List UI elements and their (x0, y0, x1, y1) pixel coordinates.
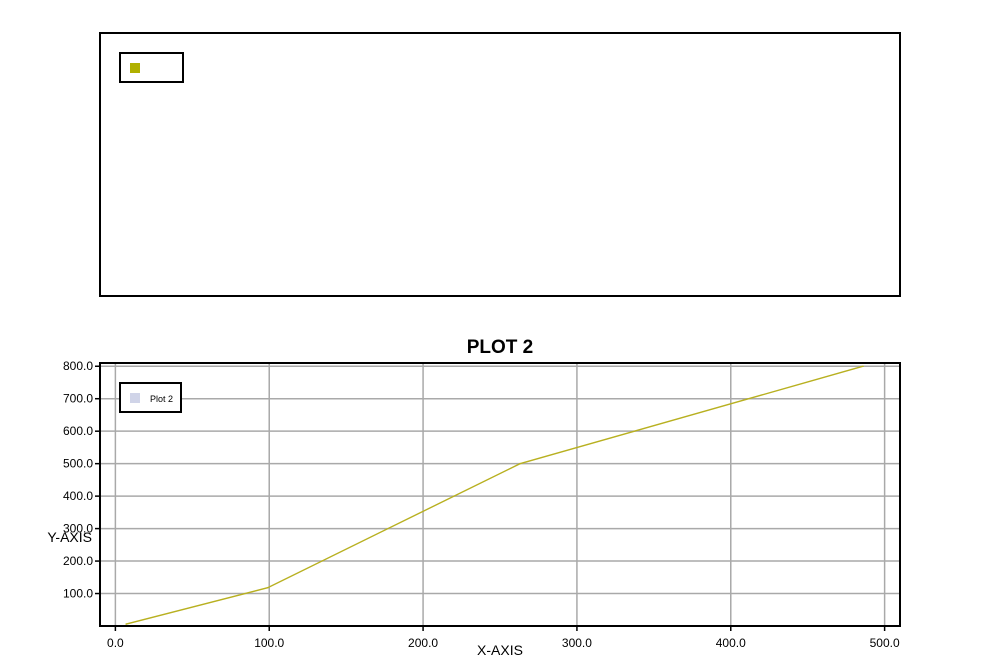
y-tick-label: 200.0 (63, 554, 93, 568)
x-tick-label: 200.0 (408, 636, 438, 650)
series-line-plot-2 (126, 365, 864, 625)
y-tick-label: 600.0 (63, 424, 93, 438)
data-point (862, 365, 864, 368)
x-tick-label: 100.0 (254, 636, 284, 650)
data-point (125, 623, 127, 625)
chart-title: PLOT 2 (467, 337, 534, 358)
y-tick-label: 700.0 (63, 392, 93, 406)
x-tick-label: 300.0 (562, 636, 592, 650)
top-legend-box (119, 52, 184, 83)
axis-ticks: 0.0 100.0 200.0 300.0 400.0 500.0 100.0 200.0 30… (63, 359, 900, 650)
top-plot-frame (99, 32, 901, 297)
top-plot-panel (99, 32, 901, 297)
data-point (519, 462, 521, 465)
y-tick-label: 500.0 (63, 457, 93, 471)
bottom-plot-frame (99, 362, 901, 627)
y-tick-label: 800.0 (63, 359, 93, 373)
y-tick-label: 100.0 (63, 587, 93, 601)
x-tick-label: 400.0 (716, 636, 746, 650)
x-tick-label: 500.0 (870, 636, 900, 650)
top-legend (119, 52, 184, 83)
bottom-plot-panel: PLOT 2 0.0 100.0 200.0 300.0 400.0 500.0 100.0… (47, 337, 901, 658)
x-tick-label: 0.0 (107, 636, 124, 650)
data-point (266, 586, 269, 589)
y-tick-label: 300.0 (63, 522, 93, 536)
grid-lines (100, 363, 900, 626)
series-points (125, 365, 864, 625)
top-legend-swatch (130, 63, 140, 73)
bottom-legend-swatch (130, 393, 140, 403)
x-axis-label: X-AXIS (477, 642, 523, 658)
bottom-legend-label: Plot 2 (150, 394, 173, 404)
y-axis-label: Y-AXIS (47, 529, 92, 545)
bottom-legend: Plot 2 (119, 382, 182, 413)
y-tick-label: 400.0 (63, 489, 93, 503)
